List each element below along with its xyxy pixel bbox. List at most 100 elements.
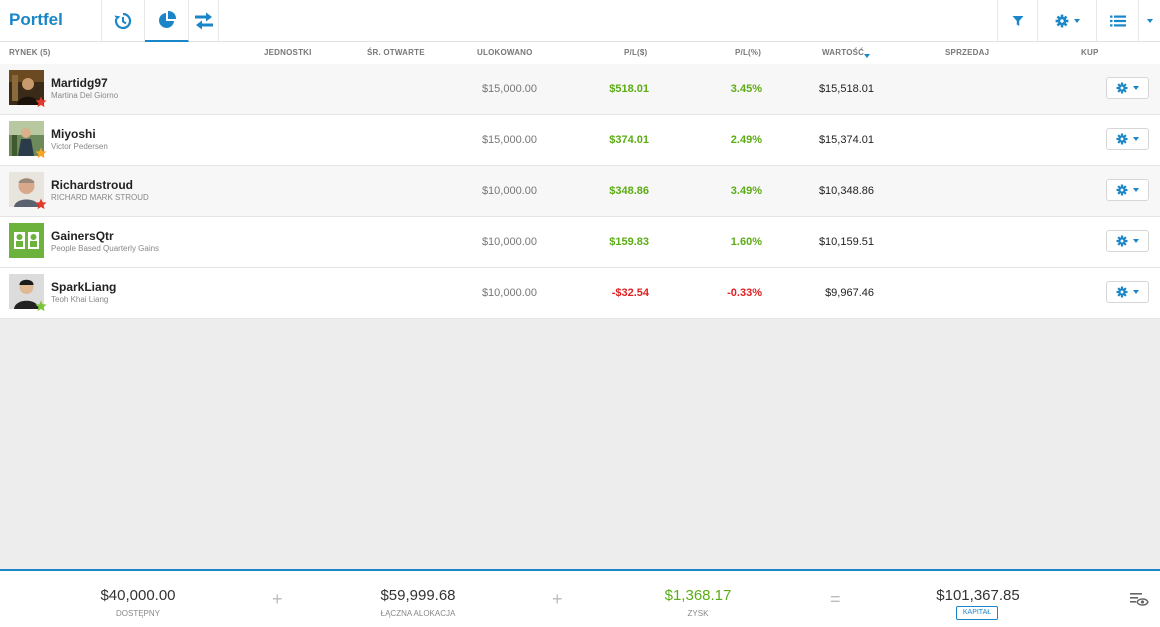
settings-button[interactable] — [1037, 0, 1096, 42]
full-name: Teoh Khai Liang — [51, 295, 109, 304]
pl-usd-value: $348.86 — [609, 185, 649, 197]
row-settings-button[interactable] — [1106, 128, 1149, 150]
pie-chart-icon — [158, 10, 176, 28]
top-bar: Portfel — [0, 0, 1160, 42]
profit-value: $1,368.17 — [664, 587, 732, 604]
full-name: People Based Quarterly Gains — [51, 244, 160, 253]
profit-label: ZYSK — [687, 609, 709, 618]
col-value-label: WARTOŚĆ — [822, 48, 865, 57]
total-value: $10,159.51 — [818, 236, 874, 248]
transfer-tab[interactable] — [189, 0, 219, 42]
star-icon — [35, 96, 47, 108]
avatar[interactable] — [9, 70, 47, 108]
avatar[interactable] — [9, 223, 44, 258]
avatar-image — [9, 223, 44, 258]
total-value: $15,518.01 — [818, 83, 874, 95]
table-header: RYNEK (5) JEDNOSTKI ŚR. OTWARTE ULOKOWAN… — [0, 42, 1160, 64]
chevron-down-icon — [1133, 188, 1139, 192]
full-name: Martina Del Giorno — [51, 91, 119, 100]
username[interactable]: Miyoshi — [51, 127, 96, 141]
available-label: DOSTĘPNY — [115, 609, 160, 618]
pl-pct-value: -0.33% — [727, 287, 762, 299]
capital-badge: KAPITAŁ — [956, 606, 998, 620]
table-row[interactable]: Richardstroud RICHARD MARK STROUD $10,00… — [0, 166, 1160, 217]
star-icon — [35, 147, 47, 159]
invested-value: $10,000.00 — [481, 236, 537, 248]
gear-icon — [1116, 235, 1128, 247]
avatar[interactable] — [9, 121, 47, 159]
col-market[interactable]: RYNEK (5) — [9, 48, 51, 57]
invested-value: $10,000.00 — [481, 185, 537, 197]
total-value: $9,967.46 — [825, 287, 874, 299]
list-icon — [1109, 15, 1126, 27]
col-sell: SPRZEDAJ — [945, 48, 990, 57]
invested-value: $10,000.00 — [481, 287, 537, 299]
pl-usd-value: $159.83 — [609, 236, 649, 248]
pl-usd-value: $374.01 — [609, 134, 649, 146]
filter-icon — [1012, 16, 1023, 26]
table-row[interactable]: GainersQtr People Based Quarterly Gains … — [0, 217, 1160, 268]
col-pl-usd[interactable]: P/L($) — [624, 48, 648, 57]
chevron-down-icon — [1146, 19, 1153, 23]
toggle-visibility-button[interactable] — [1129, 591, 1149, 612]
equals-sign: = — [830, 589, 841, 609]
chevron-down-icon — [1133, 86, 1139, 90]
chevron-down-icon — [1133, 239, 1139, 243]
full-name: RICHARD MARK STROUD — [51, 193, 149, 202]
table-row[interactable]: SparkLiang Teoh Khai Liang $10,000.00 -$… — [0, 268, 1160, 319]
star-icon — [35, 198, 47, 210]
more-dropdown[interactable] — [1138, 0, 1160, 42]
row-settings-button[interactable] — [1106, 179, 1149, 201]
eye-settings-icon — [1130, 593, 1149, 606]
username[interactable]: SparkLiang — [51, 280, 117, 294]
chevron-down-icon — [864, 54, 871, 58]
gear-icon — [1116, 82, 1128, 94]
col-invested[interactable]: ULOKOWANO — [477, 48, 533, 57]
username[interactable]: Richardstroud — [51, 178, 134, 192]
avatar-image — [9, 274, 44, 309]
list-view-button[interactable] — [1096, 0, 1138, 42]
pl-usd-value: $518.01 — [609, 83, 649, 95]
pl-pct-value: 2.49% — [730, 134, 762, 146]
invested-value: $15,000.00 — [481, 134, 537, 146]
avatar-image — [9, 172, 44, 207]
history-icon — [114, 12, 132, 30]
filter-button[interactable] — [997, 0, 1037, 42]
star-icon — [35, 300, 47, 312]
full-name: Victor Pedersen — [51, 142, 108, 151]
col-avg-open[interactable]: ŚR. OTWARTE — [367, 48, 425, 57]
transfer-icon — [194, 12, 213, 30]
history-tab[interactable] — [101, 0, 145, 42]
chevron-down-icon — [1073, 19, 1080, 23]
avatar[interactable] — [9, 172, 47, 210]
col-units[interactable]: JEDNOSTKI — [264, 48, 312, 57]
username[interactable]: Martidg97 — [51, 76, 108, 90]
page-title: Portfel — [9, 10, 63, 29]
total-value: $10,348.86 — [818, 185, 874, 197]
col-buy: KUP — [1081, 48, 1099, 57]
row-settings-button[interactable] — [1106, 230, 1149, 252]
table-row[interactable]: Martidg97 Martina Del Giorno $15,000.00 … — [0, 64, 1160, 115]
col-pl-pct[interactable]: P/L(%) — [735, 48, 762, 57]
portfolio-tab[interactable] — [145, 0, 189, 42]
gear-icon — [1116, 184, 1128, 196]
plus-sign: + — [552, 589, 563, 609]
table-row[interactable]: Miyoshi Victor Pedersen $15,000.00 $374.… — [0, 115, 1160, 166]
col-value[interactable]: WARTOŚĆ — [822, 48, 871, 58]
pl-pct-value: 3.49% — [730, 185, 762, 197]
avatar-image — [9, 70, 44, 105]
row-settings-button[interactable] — [1106, 77, 1149, 99]
chevron-down-icon — [1133, 290, 1139, 294]
row-settings-button[interactable] — [1106, 281, 1149, 303]
invested-value: $15,000.00 — [481, 83, 537, 95]
username[interactable]: GainersQtr — [51, 229, 114, 243]
allocation-label: ŁĄCZNA ALOKACJA — [380, 609, 456, 618]
avatar-image — [9, 121, 44, 156]
avatar[interactable] — [9, 274, 47, 312]
gear-icon — [1116, 133, 1128, 145]
chevron-down-icon — [1133, 137, 1139, 141]
pl-usd-value: -$32.54 — [611, 287, 649, 299]
allocation-value: $59,999.68 — [380, 587, 456, 604]
plus-sign: + — [272, 589, 283, 609]
summary-footer: $40,000.00 DOSTĘPNY + $59,999.68 ŁĄCZNA … — [0, 569, 1160, 627]
